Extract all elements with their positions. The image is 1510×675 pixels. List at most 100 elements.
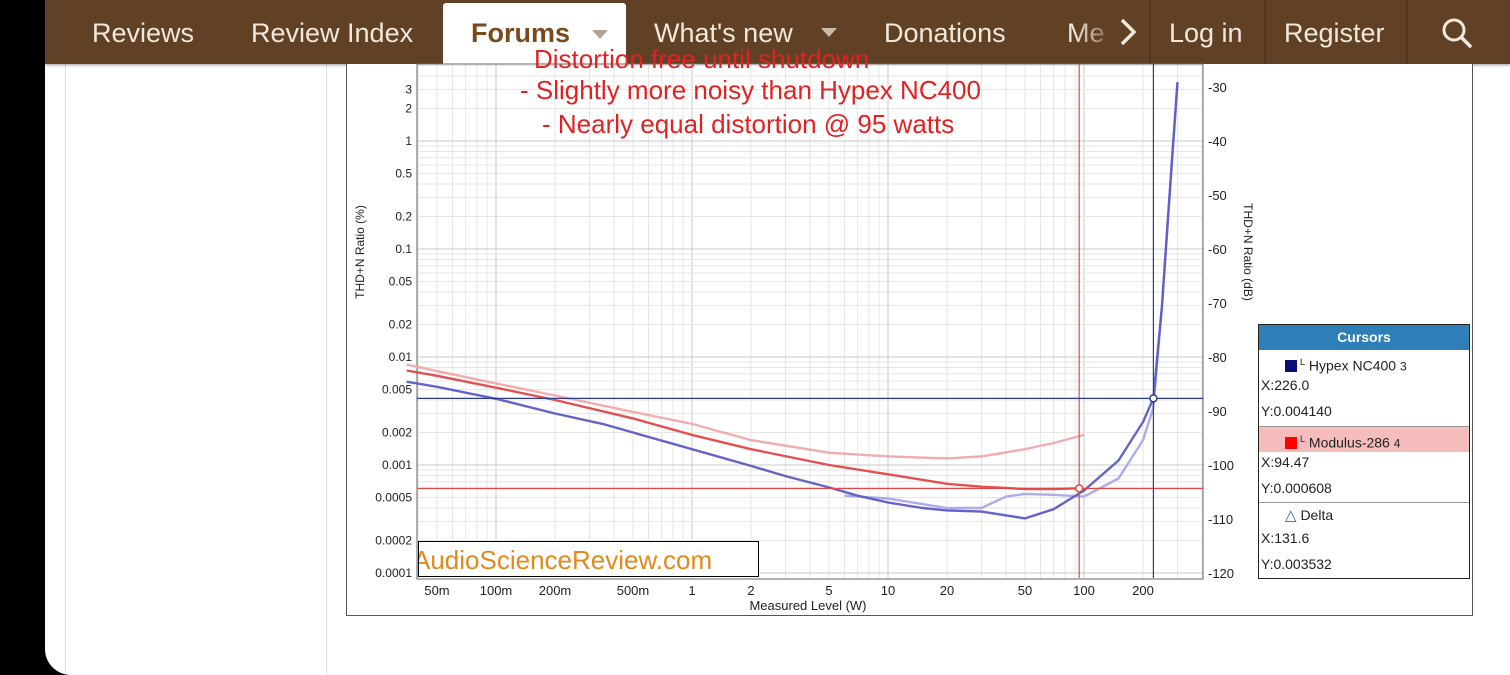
register-link[interactable]: Register	[1284, 0, 1385, 64]
nav-forums[interactable]: Forums	[443, 3, 626, 64]
y-left-tick-label: 0.01	[389, 350, 413, 364]
delta-icon: △	[1285, 507, 1297, 524]
annotation-line-2: - Slightly more noisy than Hypex NC400	[520, 75, 981, 105]
watermark-text: AudioScienceReview.com	[418, 545, 713, 575]
y-left-tick-label: 0.02	[389, 317, 413, 331]
y-left-tick-label: 0.2	[395, 209, 412, 223]
y-left-tick-label: 1	[405, 134, 412, 148]
series-swatch	[1285, 436, 1297, 449]
y-right-axis-label: THD+N Ratio (dB)	[1241, 203, 1255, 301]
cursor-series-name: Modulus-286	[1308, 434, 1390, 451]
y-right-tick-label: -60	[1208, 242, 1227, 257]
y-right-tick-label: -90	[1208, 404, 1227, 419]
y-left-axis-label: THD+N Ratio (%)	[353, 205, 367, 299]
chevron-right-icon[interactable]	[1117, 17, 1139, 47]
nav-donations[interactable]: Donations	[884, 0, 1006, 64]
register-label: Register	[1284, 18, 1385, 48]
annotation-line-1: Distortion free until shutdown	[534, 44, 869, 74]
left-rail	[65, 0, 66, 675]
x-tick-label: 50m	[424, 583, 449, 598]
y-right-tick-label: -120	[1208, 566, 1234, 581]
cursor-delta-x: X:131.6	[1261, 530, 1310, 546]
post-divider	[326, 0, 327, 675]
x-tick-label: 200m	[539, 583, 572, 598]
y-right-tick-label: -30	[1208, 80, 1227, 95]
x-tick-label: 500m	[617, 583, 650, 598]
login-link[interactable]: Log in	[1169, 0, 1243, 64]
search-button[interactable]	[1420, 0, 1510, 64]
cursor-delta-y: Y:0.003532	[1261, 556, 1332, 572]
x-tick-label: 100	[1073, 583, 1095, 598]
nav-whats-new-label: What's new	[654, 18, 793, 48]
y-left-tick-label: 0.0002	[375, 533, 412, 547]
cursor-y-value: Y:0.000608	[1261, 480, 1332, 496]
nav-separator	[1149, 0, 1151, 64]
y-left-tick-label: 2	[405, 101, 412, 115]
cursor-delta: △ Delta	[1259, 503, 1469, 528]
cursor-y-value: Y:0.004140	[1261, 403, 1332, 419]
x-tick-label: 10	[881, 583, 895, 598]
nav-review-index[interactable]: Review Index	[251, 0, 413, 64]
y-right-tick-label: -40	[1208, 134, 1227, 149]
cursors-title: Cursors	[1259, 325, 1469, 350]
search-icon	[1442, 18, 1472, 48]
cursor-point	[1074, 484, 1084, 493]
watermark-box: AudioScienceReview.com	[418, 541, 759, 577]
chevron-down-icon[interactable]	[592, 30, 608, 39]
plot-border	[416, 63, 1204, 580]
y-right-tick-label: -100	[1208, 458, 1234, 473]
nav-reviews[interactable]: Reviews	[92, 0, 194, 64]
x-tick-labels: 50m 100m 200m 500m 1 2 5 10 20 50 100 200	[424, 583, 1154, 598]
login-label: Log in	[1169, 18, 1243, 48]
series-swatch	[1285, 359, 1297, 372]
y-right-tick-label: -70	[1208, 296, 1227, 311]
nav-whats-new[interactable]: What's new	[654, 0, 793, 64]
x-tick-label: 2	[747, 583, 754, 598]
cursor-x-value: X:94.47	[1261, 454, 1310, 470]
nav-reviews-label: Reviews	[92, 18, 195, 48]
cursors-panel: Cursors L Hypex NC400 3 X:226.0 Y:0.0041…	[1258, 324, 1470, 579]
chart-grid	[417, 64, 1203, 578]
y-left-tick-label: 3	[405, 82, 412, 96]
cursor-divider	[1259, 502, 1469, 503]
annotation-line-3: - Nearly equal distortion @ 95 watts	[542, 109, 954, 139]
y-right-tick-label: -110	[1208, 512, 1233, 527]
x-tick-label: 20	[940, 583, 954, 598]
y-left-tick-label: 0.0001	[375, 566, 412, 580]
cursor-series-channel: 3	[1399, 359, 1407, 374]
y-left-tick-label: 0.5	[395, 167, 412, 181]
y-left-tick-label: 0.005	[382, 383, 412, 397]
chart-series	[406, 82, 1179, 520]
cursor-series-name: Hypex NC400	[1308, 357, 1397, 374]
cursor-series-channel: 4	[1393, 436, 1401, 451]
nav-review-index-label: Review Index	[251, 18, 414, 48]
y-right-tick-label: -80	[1208, 350, 1227, 365]
y-left-tick-label: 0.0005	[375, 491, 412, 505]
y-left-tick-label: 0.1	[395, 242, 412, 256]
nav-separator	[1406, 0, 1408, 64]
y-left-tick-label: 0.05	[389, 275, 413, 289]
cursor-divider	[1259, 426, 1469, 427]
y-left-tick-label: 0.002	[382, 425, 412, 439]
nav-forums-label: Forums	[471, 18, 571, 48]
cursor-point	[1149, 394, 1158, 403]
x-tick-label: 200	[1132, 583, 1154, 598]
y-left-tick-labels: 3 2 1 0.5 0.2 0.1 0.05 0.02 0.01 0.005 0.002 0.001 0…	[375, 82, 412, 580]
y-right-tick-label: -50	[1208, 188, 1227, 203]
cursor-series-hypex: L Hypex NC400 3	[1259, 350, 1469, 375]
series-line	[406, 363, 1085, 460]
y-right-tick-labels: -30 -40 -50 -60 -70 -80 -90 -100 -110 -120	[1208, 80, 1234, 581]
chevron-down-icon[interactable]	[821, 28, 837, 37]
series-line	[406, 82, 1179, 520]
top-navbar: Reviews Review Index Forums What's new D…	[45, 0, 1510, 64]
chart-cursors	[417, 64, 1203, 578]
x-tick-label: 100m	[480, 583, 513, 598]
x-tick-label: 5	[825, 583, 832, 598]
cursor-delta-name: Delta	[1300, 507, 1334, 523]
series-line	[406, 369, 1080, 491]
nav-separator	[1264, 0, 1266, 64]
x-axis-label: Measured Level (W)	[749, 598, 866, 613]
y-left-tick-label: 0.001	[382, 458, 412, 472]
x-tick-label: 50	[1018, 583, 1032, 598]
nav-fade	[1075, 0, 1135, 64]
